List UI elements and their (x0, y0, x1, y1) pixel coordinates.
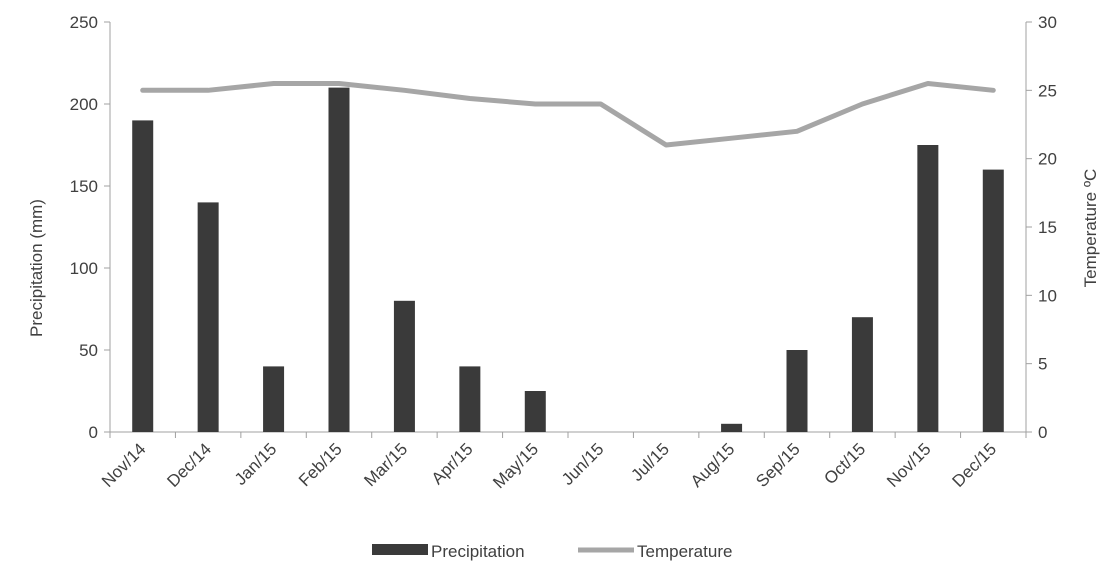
bar-May/15 (524, 391, 546, 432)
x-tick-label: Dec/15 (949, 439, 1001, 491)
right-tick-label: 5 (1038, 355, 1047, 374)
x-tick-label: Sep/15 (752, 439, 804, 491)
temperature-line-group (140, 81, 996, 148)
legend-precipitation-label: Precipitation (431, 542, 525, 561)
x-tick-label: Nov/14 (98, 439, 150, 491)
bar-Dec/15 (982, 169, 1004, 432)
x-tick-label: Nov/15 (883, 439, 935, 491)
temperature-line (140, 81, 996, 148)
left-tick-label: 250 (70, 13, 98, 32)
x-tick-label: Dec/14 (163, 439, 215, 491)
x-tick-label: Aug/15 (687, 439, 739, 491)
left-tick-label: 0 (89, 423, 98, 442)
left-tick-label: 50 (79, 341, 98, 360)
right-tick-label: 10 (1038, 286, 1057, 305)
legend-precipitation-swatch (372, 544, 428, 555)
right-tick-label: 0 (1038, 423, 1047, 442)
x-tick-label: Jun/15 (558, 439, 608, 489)
left-tick-label: 150 (70, 177, 98, 196)
x-tick-label: Oct/15 (820, 439, 869, 488)
bar-Nov/14 (132, 120, 154, 433)
x-tick-label: Jul/15 (627, 439, 673, 485)
x-tick-label: Apr/15 (428, 439, 477, 488)
bar-Aug/15 (721, 423, 743, 432)
plot-frame (109, 22, 1027, 433)
bar-Nov/15 (917, 145, 939, 432)
bar-Jan/15 (263, 366, 285, 432)
left-tick-label: 100 (70, 259, 98, 278)
left-axis-title: Precipitation (mm) (27, 199, 46, 337)
bar-Feb/15 (328, 87, 350, 432)
right-tick-label: 20 (1038, 150, 1057, 169)
bar-Dec/14 (197, 202, 219, 432)
bar-Apr/15 (459, 366, 481, 432)
x-tick-label: Mar/15 (360, 439, 411, 490)
legend: Precipitation Temperature (372, 542, 732, 561)
x-tick-label: Feb/15 (295, 439, 346, 490)
x-tick-label: Jan/15 (231, 439, 281, 489)
right-tick-label: 30 (1038, 13, 1057, 32)
right-y-axis: 0 5 10 15 20 25 30 (1026, 13, 1057, 442)
x-tick-label: May/15 (489, 439, 542, 492)
bar-Mar/15 (393, 300, 415, 432)
left-tick-label: 200 (70, 95, 98, 114)
precipitation-bars (132, 87, 1004, 433)
right-tick-label: 25 (1038, 81, 1057, 100)
right-axis-title: Temperature ºC (1081, 169, 1100, 288)
x-axis: Nov/14 Dec/14 Jan/15 Feb/15 Mar/15 Apr/15 May/… (98, 432, 1027, 492)
bar-Sep/15 (786, 350, 808, 432)
legend-temperature-label: Temperature (637, 542, 732, 561)
bar-Oct/15 (851, 317, 873, 432)
right-tick-label: 15 (1038, 218, 1057, 237)
left-y-axis: 0 50 100 150 200 250 (70, 13, 110, 442)
